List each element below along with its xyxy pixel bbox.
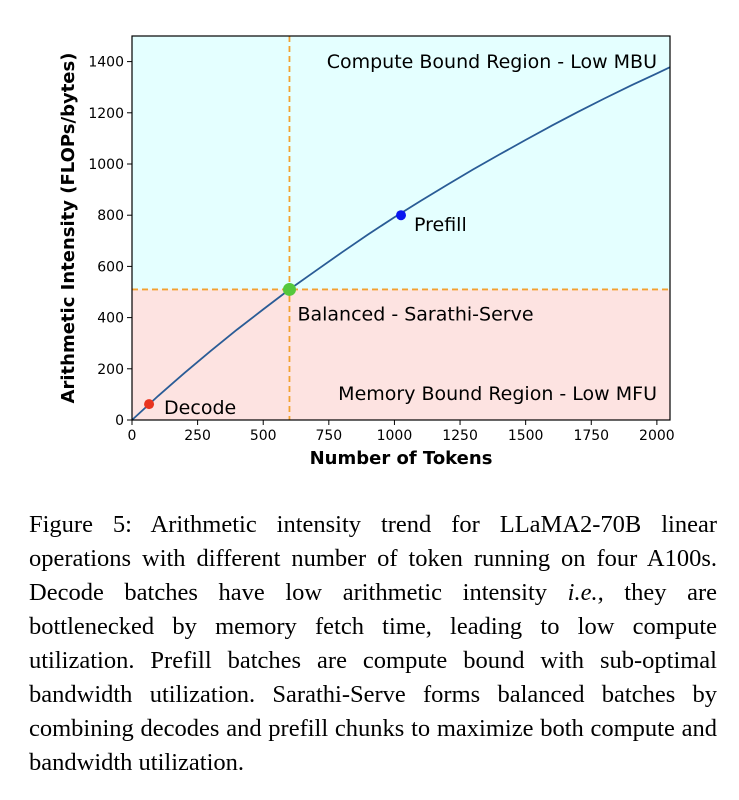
x-tick-label: 1500 [508,428,544,444]
compute-bound-region [132,36,670,290]
y-axis-title: Arithmetic Intensity (FLOPs/bytes) [58,53,79,404]
memory-region-label: Memory Bound Region - Low MFU [338,383,657,405]
x-axis-ticks: 0 250 500 750 1000 1250 1500 1750 2000 [128,420,675,444]
plot-frame [131,35,671,421]
y-tick-label: 1400 [88,55,124,71]
prefill-point-label: Prefill [414,214,467,236]
y-tick-label: 200 [97,362,124,378]
caption-text-1: Arithmetic intensity trend for LLaMA2-70… [29,511,717,606]
y-tick-label: 0 [115,413,124,429]
x-tick-label: 2000 [639,428,675,444]
x-tick-label: 1000 [377,428,413,444]
y-tick-label: 600 [97,259,124,275]
caption-text-2: they are bottlenecked by memory fetch ti… [29,579,718,776]
prefill-point [396,210,406,221]
y-tick-label: 800 [97,208,124,224]
x-tick-label: 0 [128,428,137,444]
caption-emphasis: i.e., [567,579,604,606]
x-tick-label: 1250 [442,428,478,444]
series-line [131,66,671,421]
x-axis-title: Number of Tokens [310,448,493,469]
y-tick-label: 1200 [88,106,124,122]
x-tick-label: 250 [184,428,211,444]
data-points [144,210,406,410]
figure-label: Figure 5: [29,511,132,538]
decode-point [144,399,155,410]
x-tick-label: 750 [315,428,342,444]
decode-point-label: Decode [164,397,236,419]
arithmetic-intensity-chart: 0 250 500 750 1000 1250 1500 1750 2000 0 200 400 60… [58,35,675,469]
figure-caption: Figure 5: Arithmetic intensity trend for… [29,508,717,780]
compute-region-label: Compute Bound Region - Low MBU [327,51,657,73]
y-tick-label: 1000 [88,157,124,173]
balanced-point [282,282,296,296]
memory-bound-region [132,289,670,420]
y-axis-ticks: 0 200 400 600 800 1000 1200 1400 [88,55,132,429]
y-tick-label: 400 [97,311,124,327]
x-tick-label: 1750 [573,428,609,444]
balanced-point-label: Balanced - Sarathi-Serve [297,303,533,325]
x-tick-label: 500 [250,428,277,444]
